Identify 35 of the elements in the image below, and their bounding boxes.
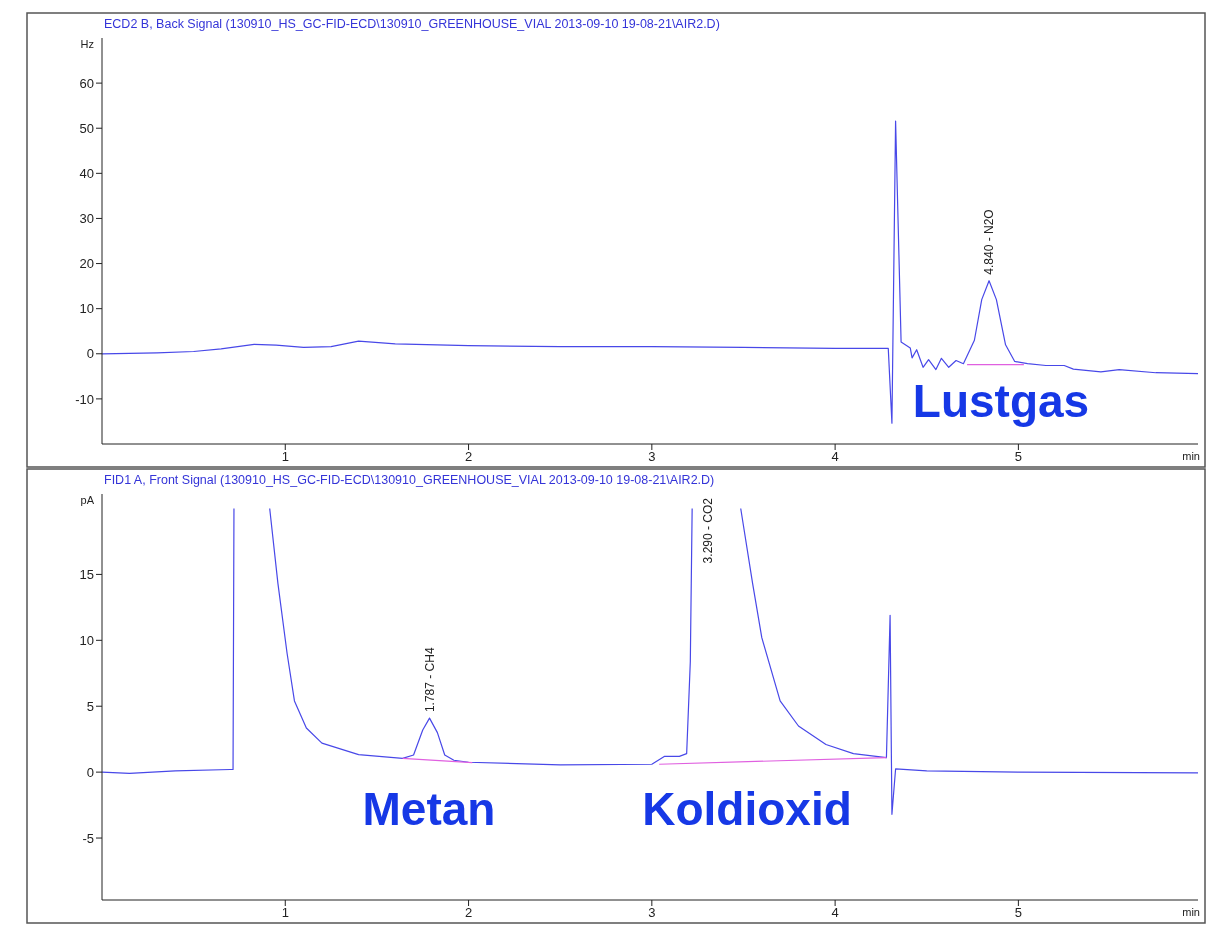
annotation: 4.840 - N2O <box>982 209 997 275</box>
x-tick-label: 5 <box>1014 449 1023 465</box>
x-tick-label: 2 <box>464 449 473 465</box>
x-axis-title: min <box>1182 906 1200 918</box>
x-axis-title: min <box>1182 450 1200 462</box>
y-tick-label: 10 <box>79 301 94 317</box>
annotation: 1.787 - CH4 <box>422 647 437 713</box>
chart-title: FID1 A, Front Signal (130910_HS_GC-FID-ECD\130910_GREENHOUSE_VIAL 2013-09-10 19-08-21\AIR2.D) <box>104 473 715 487</box>
y-tick-label: 5 <box>86 698 94 714</box>
y-tick-label: 30 <box>79 211 94 227</box>
y-tick-label: 50 <box>79 120 94 136</box>
x-tick-label: 4 <box>831 449 839 465</box>
x-tick-label: 2 <box>464 905 473 921</box>
annotation: Metan <box>362 783 496 835</box>
x-tick-label: 1 <box>281 449 289 465</box>
y-tick-label: 20 <box>79 256 94 272</box>
x-tick-label: 3 <box>648 449 656 465</box>
annotation: 3.290 - CO2 <box>701 497 715 564</box>
y-tick-label: 60 <box>79 75 94 91</box>
annotation: Koldioxid <box>642 783 852 835</box>
x-tick-label: 1 <box>281 905 289 921</box>
x-tick-label: 4 <box>831 905 839 921</box>
y-axis-title: Hz <box>80 38 94 50</box>
y-tick-label: 0 <box>86 346 94 362</box>
y-tick-label: -5 <box>82 830 94 846</box>
y-axis-title: pA <box>80 494 95 506</box>
annotation: Lustgas <box>912 375 1090 427</box>
chart-title: ECD2 B, Back Signal (130910_HS_GC-FID-ECD\130910_GREENHOUSE_VIAL 2013-09-10 19-08-21\AIR2.D) <box>104 17 720 31</box>
y-tick-label: 10 <box>79 632 94 648</box>
x-tick-label: 3 <box>648 905 656 921</box>
y-tick-label: 40 <box>79 165 94 181</box>
y-tick-label: -10 <box>75 391 94 407</box>
y-tick-label: 0 <box>86 764 94 780</box>
x-tick-label: 5 <box>1014 905 1023 921</box>
y-tick-label: 15 <box>79 567 94 583</box>
